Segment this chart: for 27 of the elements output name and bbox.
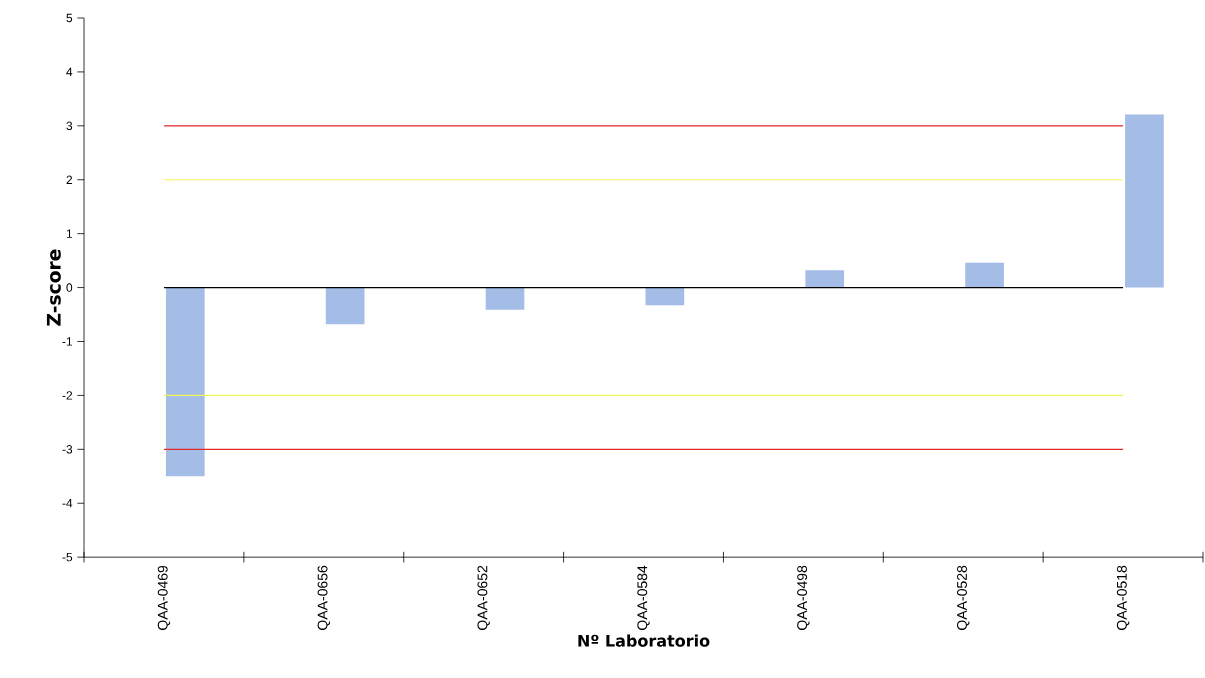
bar xyxy=(1125,114,1164,288)
x-axis-title: Nº Laboratorio xyxy=(578,634,710,647)
y-tick-label: 1 xyxy=(66,229,73,238)
bar xyxy=(645,287,685,306)
x-tick-label: QAA-0518 xyxy=(1116,565,1130,630)
y-tick-label: 2 xyxy=(66,175,73,184)
y-tick-label: -1 xyxy=(62,337,73,346)
bar xyxy=(165,287,205,477)
x-tick-label: QAA-0528 xyxy=(957,565,970,630)
x-tick-label: QAA-0656 xyxy=(317,565,331,630)
y-tick-label: -3 xyxy=(62,444,73,454)
y-tick-label: -5 xyxy=(62,552,73,562)
y-tick-label: 3 xyxy=(66,121,73,130)
y-tick-label: -2 xyxy=(62,391,73,400)
bar xyxy=(325,287,365,325)
x-tick-label: QAA-0469 xyxy=(157,565,171,630)
bar xyxy=(965,262,1004,288)
x-tick-label: QAA-0584 xyxy=(637,565,650,630)
y-tick-label: 4 xyxy=(66,67,73,76)
bar xyxy=(805,270,845,288)
y-axis-title: Z-score xyxy=(46,249,61,326)
y-tick-label: -4 xyxy=(62,499,73,508)
x-tick-label: QAA-0652 xyxy=(477,565,490,630)
x-tick-label: QAA-0498 xyxy=(797,565,810,630)
bar xyxy=(485,287,525,310)
y-tick-label: 5 xyxy=(66,13,73,23)
y-tick-label: 0 xyxy=(66,283,73,292)
